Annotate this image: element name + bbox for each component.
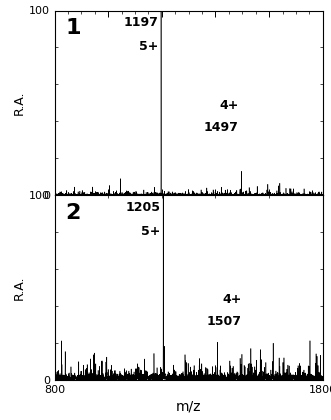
Text: 1507: 1507 [207, 315, 242, 328]
Text: 2: 2 [65, 203, 81, 223]
Text: 1205: 1205 [125, 201, 161, 214]
Text: 1497: 1497 [204, 121, 239, 134]
Text: 1197: 1197 [123, 16, 158, 29]
Text: 5+: 5+ [141, 225, 161, 238]
Y-axis label: R.A.: R.A. [13, 276, 26, 300]
Y-axis label: R.A.: R.A. [13, 91, 26, 115]
Text: 4+: 4+ [222, 293, 242, 306]
Text: 4+: 4+ [219, 99, 239, 112]
X-axis label: m/z: m/z [176, 399, 202, 413]
Text: 1: 1 [65, 18, 81, 38]
Text: 5+: 5+ [139, 40, 158, 53]
